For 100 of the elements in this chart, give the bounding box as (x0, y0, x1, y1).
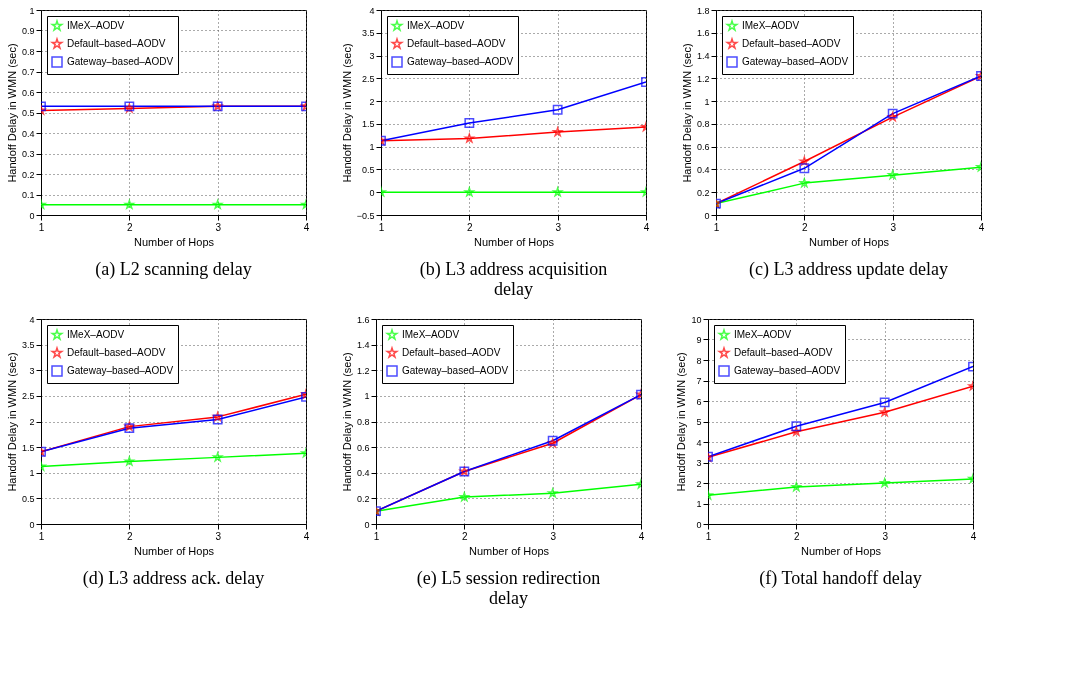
x-tick-label: 3 (882, 530, 889, 542)
y-tick-label: 2.5 (361, 73, 375, 84)
y-tick-label: 0.2 (696, 187, 710, 198)
y-tick-label: 0 (364, 519, 370, 530)
y-tick-label: 0.6 (696, 142, 710, 153)
y-tick-label: 0.6 (356, 442, 370, 453)
x-tick-label: 3 (215, 530, 222, 542)
text: (f) Total handoff delay (759, 568, 922, 589)
y-tick-label: 1 (704, 96, 710, 107)
x-axis-title: Number of Hops (473, 235, 555, 248)
y-axis-title: Handoff Delay in WMN (sec) (675, 352, 688, 492)
y-tick-label: 0.3 (21, 149, 35, 159)
y-tick-label: 7 (696, 376, 702, 386)
y-tick-label: 8 (696, 355, 702, 366)
y-tick-label: 1.4 (696, 51, 710, 62)
x-tick-label: 3 (215, 221, 222, 233)
x-axis-title: Number of Hops (800, 544, 882, 557)
legend-label: Gateway–based–AODV (734, 365, 841, 376)
y-tick-label: 0.4 (21, 128, 35, 139)
legend-label: IMeX–AODV (407, 20, 465, 31)
y-axis-title: Handoff Delay in WMN (sec) (5, 43, 18, 183)
y-tick-label: 1.6 (696, 28, 710, 39)
x-tick-label: 2 (794, 530, 801, 542)
legend-label: IMeX–AODV (402, 329, 460, 340)
x-tick-label: 1 (38, 530, 45, 542)
y-tick-label: 0 (29, 519, 35, 530)
y-tick-label: 1.4 (356, 340, 370, 351)
y-tick-label: 0.9 (21, 26, 35, 36)
y-tick-label: 0 (704, 210, 710, 221)
legend-label: IMeX–AODV (734, 329, 792, 340)
y-tick-label: 0.7 (21, 67, 35, 77)
legend-label: Gateway–based–AODV (402, 365, 509, 376)
y-tick-label: 1.5 (21, 442, 35, 453)
x-tick-label: 4 (303, 530, 310, 542)
y-tick-label: 2.5 (21, 391, 35, 402)
y-tick-label: 0.8 (356, 417, 370, 427)
x-tick-label: 4 (978, 221, 985, 233)
y-tick-label: 0.2 (356, 493, 370, 504)
y-axis-title: Handoff Delay in WMN (sec) (340, 43, 353, 183)
y-tick-label: 1 (29, 5, 35, 16)
y-tick-label: 1.6 (356, 314, 370, 325)
y-tick-label: 4 (369, 5, 375, 16)
y-tick-label: 0.5 (361, 164, 375, 175)
y-tick-label: 0.5 (21, 108, 35, 118)
x-axis-title: Number of Hops (133, 544, 215, 557)
x-tick-label: 3 (550, 530, 557, 542)
x-tick-label: 1 (38, 221, 45, 233)
y-tick-label: 4 (696, 437, 702, 448)
x-tick-label: 4 (638, 530, 645, 542)
y-tick-label: 1 (29, 468, 35, 479)
y-tick-label: 3.5 (21, 340, 35, 351)
legend-label: Gateway–based–AODV (67, 365, 174, 376)
y-tick-label: 9 (696, 335, 702, 345)
legend-label: Gateway–based–AODV (67, 56, 174, 67)
x-axis-title: Number of Hops (133, 235, 215, 248)
y-tick-label: 1 (364, 391, 370, 402)
y-tick-label: 5 (696, 417, 702, 427)
y-tick-label: 0.6 (21, 87, 35, 98)
legend-label: IMeX–AODV (67, 329, 125, 340)
x-axis-title: Number of Hops (808, 235, 890, 248)
y-tick-label: 0.8 (696, 119, 710, 130)
legend-label: Gateway–based–AODV (407, 56, 514, 67)
y-tick-label: 6 (696, 396, 702, 407)
y-tick-label: 0 (369, 187, 375, 198)
x-axis-title: Number of Hops (468, 544, 550, 557)
x-tick-label: 3 (555, 221, 562, 233)
y-tick-label: 0.2 (21, 169, 35, 180)
text: (c) L3 address update delay (749, 259, 948, 280)
y-tick-label: 1 (696, 499, 702, 509)
y-tick-label: 3.5 (361, 28, 375, 39)
y-tick-label: 1.2 (356, 365, 370, 376)
y-tick-label: 0.1 (21, 190, 35, 200)
x-tick-label: 2 (462, 530, 469, 542)
y-tick-label: 2 (696, 478, 702, 489)
y-axis-title: Handoff Delay in WMN (sec) (680, 43, 693, 183)
y-tick-label: 2 (369, 96, 375, 107)
x-tick-label: 2 (802, 221, 809, 233)
x-tick-label: 4 (643, 221, 650, 233)
legend-label: Default–based–AODV (67, 347, 166, 358)
y-tick-label: 1 (369, 142, 375, 153)
y-tick-label: 2 (29, 417, 35, 427)
y-tick-label: 0.4 (356, 468, 370, 479)
y-tick-label: 1.2 (696, 73, 710, 84)
x-tick-label: 2 (127, 221, 134, 233)
y-tick-label: 4 (29, 314, 35, 325)
x-tick-label: 4 (970, 530, 977, 542)
legend-label: Default–based–AODV (402, 347, 501, 358)
text: (e) L5 session redirection delay (416, 568, 601, 608)
y-tick-label: 1.5 (361, 119, 375, 130)
y-tick-label: 3 (369, 51, 375, 62)
y-tick-label: 0.4 (696, 164, 710, 175)
legend-label: Gateway–based–AODV (742, 56, 849, 67)
legend-label: Default–based–AODV (407, 38, 506, 49)
legend-label: IMeX–AODV (742, 20, 800, 31)
legend-label: Default–based–AODV (734, 347, 833, 358)
y-tick-label: 0 (696, 519, 702, 530)
y-tick-label: 3 (696, 458, 702, 468)
x-tick-label: 4 (303, 221, 310, 233)
y-tick-label: 0 (29, 210, 35, 221)
x-tick-label: 2 (127, 530, 134, 542)
